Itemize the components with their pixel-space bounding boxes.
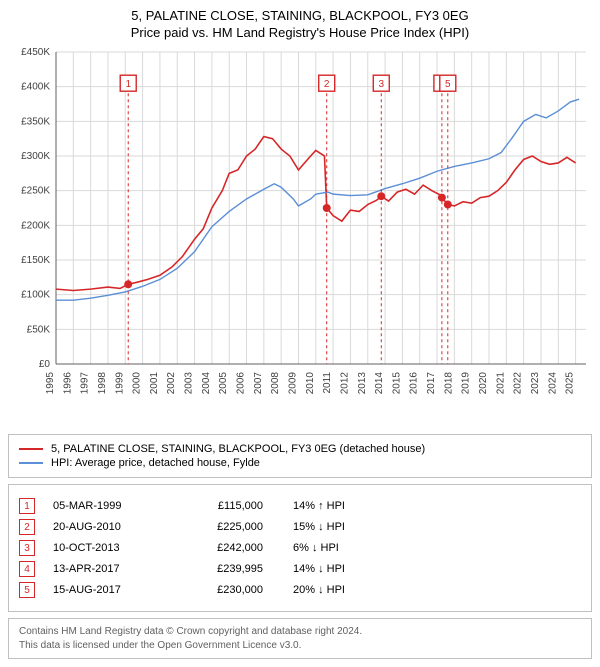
svg-text:2013: 2013	[357, 372, 368, 395]
svg-text:3: 3	[378, 79, 384, 90]
sale-row: 4 13-APR-2017£239,99514% ↓ HPI	[19, 561, 581, 577]
svg-text:5: 5	[445, 79, 451, 90]
sale-delta: 14% ↑ HPI	[293, 500, 383, 512]
legend-swatch	[19, 448, 43, 450]
svg-text:1: 1	[125, 79, 131, 90]
svg-text:2023: 2023	[530, 372, 541, 395]
sale-row: 2 20-AUG-2010£225,00015% ↓ HPI	[19, 519, 581, 535]
sale-price: £115,000	[193, 500, 293, 512]
svg-text:2007: 2007	[253, 372, 264, 395]
svg-text:£200K: £200K	[21, 220, 50, 231]
svg-text:1998: 1998	[97, 372, 108, 395]
svg-text:£0: £0	[39, 359, 51, 370]
svg-text:1995: 1995	[45, 372, 56, 395]
svg-text:2015: 2015	[391, 372, 402, 395]
sale-price: £242,000	[193, 542, 293, 554]
svg-text:£250K: £250K	[21, 186, 50, 197]
sale-badge: 3	[19, 540, 35, 556]
svg-text:£50K: £50K	[27, 324, 51, 335]
svg-text:2024: 2024	[547, 372, 558, 395]
sale-row: 3 10-OCT-2013£242,0006% ↓ HPI	[19, 540, 581, 556]
svg-text:2003: 2003	[184, 372, 195, 395]
sale-row: 1 05-MAR-1999£115,00014% ↑ HPI	[19, 498, 581, 514]
sale-price: £239,995	[193, 563, 293, 575]
sale-date: 15-AUG-2017	[53, 584, 193, 596]
svg-text:2016: 2016	[409, 372, 420, 395]
svg-text:1997: 1997	[80, 372, 91, 395]
svg-text:2014: 2014	[374, 372, 385, 395]
chart-title-subtitle: Price paid vs. HM Land Registry's House …	[8, 25, 592, 40]
sale-badge: 4	[19, 561, 35, 577]
legend: 5, PALATINE CLOSE, STAINING, BLACKPOOL, …	[8, 434, 592, 478]
legend-row: HPI: Average price, detached house, Fyld…	[19, 457, 581, 469]
sale-delta: 14% ↓ HPI	[293, 563, 383, 575]
svg-text:£300K: £300K	[21, 151, 50, 162]
sale-date: 13-APR-2017	[53, 563, 193, 575]
svg-text:2004: 2004	[201, 372, 212, 395]
legend-swatch	[19, 462, 43, 464]
legend-row: 5, PALATINE CLOSE, STAINING, BLACKPOOL, …	[19, 443, 581, 455]
svg-text:1999: 1999	[114, 372, 125, 395]
svg-text:2020: 2020	[478, 372, 489, 395]
svg-text:2005: 2005	[218, 372, 229, 395]
sale-price: £225,000	[193, 521, 293, 533]
chart-title-address: 5, PALATINE CLOSE, STAINING, BLACKPOOL, …	[8, 8, 592, 23]
svg-text:£400K: £400K	[21, 82, 50, 93]
svg-text:2011: 2011	[322, 372, 333, 394]
sale-date: 10-OCT-2013	[53, 542, 193, 554]
sale-date: 20-AUG-2010	[53, 521, 193, 533]
svg-text:2012: 2012	[339, 372, 350, 395]
svg-text:£100K: £100K	[21, 290, 50, 301]
sale-price: £230,000	[193, 584, 293, 596]
svg-text:£350K: £350K	[21, 116, 50, 127]
svg-text:£450K: £450K	[21, 47, 50, 58]
svg-text:2022: 2022	[513, 372, 524, 395]
svg-text:2: 2	[324, 79, 330, 90]
svg-text:2018: 2018	[443, 372, 454, 395]
chart-title-block: 5, PALATINE CLOSE, STAINING, BLACKPOOL, …	[8, 8, 592, 40]
sale-badge: 5	[19, 582, 35, 598]
sale-badge: 1	[19, 498, 35, 514]
svg-text:2019: 2019	[461, 372, 472, 395]
svg-text:2010: 2010	[305, 372, 316, 395]
sale-row: 5 15-AUG-2017£230,00020% ↓ HPI	[19, 582, 581, 598]
svg-text:2006: 2006	[236, 372, 247, 395]
attribution-line1: Contains HM Land Registry data © Crown c…	[19, 625, 581, 639]
svg-text:2001: 2001	[149, 372, 160, 395]
legend-label: 5, PALATINE CLOSE, STAINING, BLACKPOOL, …	[51, 443, 425, 455]
sale-badge: 2	[19, 519, 35, 535]
sale-delta: 6% ↓ HPI	[293, 542, 383, 554]
svg-text:2021: 2021	[495, 372, 506, 395]
sale-delta: 15% ↓ HPI	[293, 521, 383, 533]
attribution: Contains HM Land Registry data © Crown c…	[8, 618, 592, 659]
sale-delta: 20% ↓ HPI	[293, 584, 383, 596]
svg-text:2000: 2000	[132, 372, 143, 395]
svg-text:2017: 2017	[426, 372, 437, 395]
sales-table: 1 05-MAR-1999£115,00014% ↑ HPI 2 20-AUG-201…	[8, 484, 592, 612]
svg-text:£150K: £150K	[21, 255, 50, 266]
price-chart: £0 £50K £100K £150K £200K £250K £300K £350K £400…	[8, 46, 592, 426]
svg-text:2009: 2009	[287, 372, 298, 395]
svg-text:2025: 2025	[565, 372, 576, 395]
svg-text:2002: 2002	[166, 372, 177, 395]
svg-text:2008: 2008	[270, 372, 281, 395]
sale-date: 05-MAR-1999	[53, 500, 193, 512]
svg-text:1996: 1996	[62, 372, 73, 395]
legend-label: HPI: Average price, detached house, Fyld…	[51, 457, 260, 469]
